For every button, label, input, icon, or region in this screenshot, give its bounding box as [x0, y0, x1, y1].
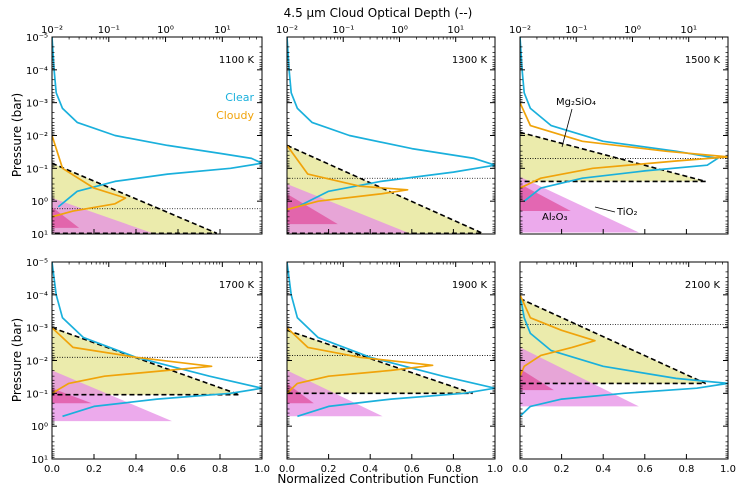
x-tick-label: 1.0	[487, 464, 503, 475]
x-tick-label: 0.2	[86, 464, 102, 475]
plot-area	[287, 37, 495, 233]
top-tick-label: 10⁻¹	[565, 25, 587, 36]
y-axis-title-bottom-row: Pressure (bar)	[10, 318, 24, 402]
panel-2100-K: 0.0 0.2 0.4 0.6 0.8 1.0 2100 K	[512, 262, 736, 475]
top-tick-label: 10⁻²	[276, 25, 298, 36]
x-tick-label: 0.0	[44, 464, 60, 475]
plot-area	[52, 37, 262, 233]
panel-temperature-label: 1300 K	[452, 55, 488, 66]
x-tick-label: 0.0	[512, 464, 528, 475]
y-tick-label: 10⁻¹	[26, 164, 48, 175]
top-axis-title: 4.5 μm Cloud Optical Depth (--)	[284, 6, 473, 20]
y-tick-label: 10⁻⁵	[26, 258, 48, 269]
legend-cloudy: Cloudy	[216, 109, 254, 122]
top-tick-label: 10⁰	[624, 25, 641, 36]
cloud-label-mg2sio4: Mg₂SiO₄	[556, 97, 596, 108]
panels: 10⁻⁵ 10⁻⁴ 10⁻³ 10⁻² 10⁻¹ 10⁰ 10¹ 10⁻² 10⁻¹ 10⁰ 10¹…	[26, 25, 736, 475]
x-tick-label: 0.2	[554, 464, 570, 475]
y-tick-label: 10⁻⁴	[26, 291, 48, 302]
panel-temperature-label: 1100 K	[219, 55, 255, 66]
top-tick-label: 10¹	[214, 25, 231, 36]
cloud-label-mg2sio4-pointer	[562, 109, 572, 147]
x-tick-label: 1.0	[254, 464, 270, 475]
x-tick-label: 0.6	[170, 464, 186, 475]
panel-temperature-label: 1700 K	[219, 280, 255, 291]
y-tick-label: 10⁻²	[26, 357, 48, 368]
top-tick-label: 10⁻²	[41, 25, 63, 36]
x-tick-label: 1.0	[720, 464, 736, 475]
x-tick-label: 0.2	[321, 464, 337, 475]
y-tick-label: 10¹	[31, 230, 48, 241]
y-tick-label: 10⁻²	[26, 132, 48, 143]
top-tick-label: 10⁻¹	[332, 25, 354, 36]
x-tick-label: 0.4	[128, 464, 144, 475]
y-tick-label: 10⁻⁴	[26, 66, 48, 77]
x-tick-label: 0.8	[678, 464, 694, 475]
top-tick-label: 10⁻²	[509, 25, 531, 36]
y-tick-label: 10⁻³	[26, 324, 48, 335]
panel-temperature-label: 1900 K	[452, 280, 488, 291]
panel-temperature-label: 1500 K	[685, 55, 721, 66]
plot-area	[520, 37, 728, 232]
y-tick-label: 10⁻¹	[26, 389, 48, 400]
y-tick-label: 10⁻³	[26, 99, 48, 110]
x-tick-label: 0.4	[362, 464, 378, 475]
panel-temperature-label: 2100 K	[685, 280, 721, 291]
panel-1100-K: 10⁻⁵ 10⁻⁴ 10⁻³ 10⁻² 10⁻¹ 10⁰ 10¹ 10⁻² 10⁻¹ 10⁰ 10¹…	[26, 25, 262, 241]
y-tick-label: 10⁰	[31, 197, 48, 208]
panel-1900-K: 0.0 0.2 0.4 0.6 0.8 1.0 1900 K	[279, 262, 503, 475]
x-tick-label: 0.0	[279, 464, 295, 475]
x-tick-label: 0.6	[637, 464, 653, 475]
x-tick-label: 0.6	[404, 464, 420, 475]
x-tick-label: 0.4	[595, 464, 611, 475]
cloud-label-al2o3: Al₂O₃	[542, 212, 568, 223]
y-axis-title-top-row: Pressure (bar)	[10, 93, 24, 177]
cloud-label-tio2: TiO₂	[616, 207, 637, 218]
plot-area	[520, 295, 728, 417]
panel-1500-K: 10⁻² 10⁻¹ 10⁰ 10¹ 1500 K Mg₂SiO₄ TiO₂ Al₂O₃	[509, 25, 728, 234]
top-tick-label: 10¹	[447, 25, 464, 36]
top-tick-label: 10⁰	[157, 25, 174, 36]
top-tick-label: 10¹	[680, 25, 697, 36]
legend-clear: Clear	[225, 91, 254, 104]
y-tick-label: 10⁰	[31, 422, 48, 433]
top-tick-label: 10⁻¹	[98, 25, 120, 36]
cloud-label-tio2-pointer	[595, 207, 615, 212]
panel-1300-K: 10⁻² 10⁻¹ 10⁰ 10¹ 1300 K	[276, 25, 495, 234]
x-tick-label: 0.8	[445, 464, 461, 475]
x-tick-label: 0.8	[212, 464, 228, 475]
top-tick-label: 10⁰	[391, 25, 408, 36]
